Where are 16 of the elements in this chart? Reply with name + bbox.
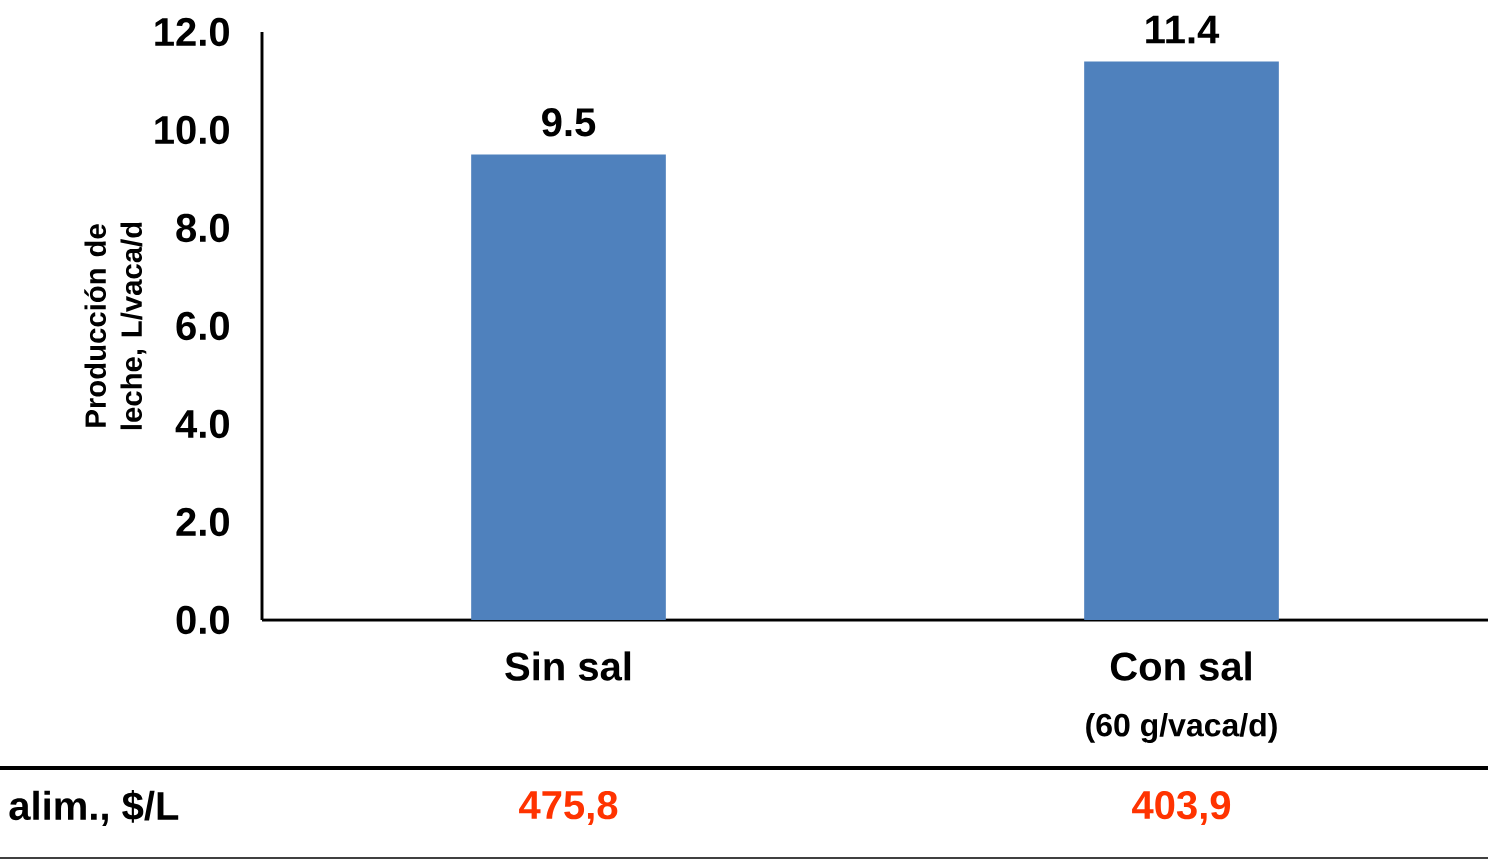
y-tick-label: 12.0 (155, 17, 229, 47)
y-axis-title: Producción de leche, L/vaca/d (84, 222, 147, 430)
y-tick-label: 4.0 (175, 409, 229, 439)
text: (60 g/vaca/d) (1086, 713, 1277, 743)
text: 403,9 (1132, 790, 1231, 826)
x-tick-label: Sin sal (505, 651, 631, 681)
y-tick-label: 10.0 (155, 115, 229, 145)
y-tick-label: 0.0 (176, 605, 229, 635)
y-tick-label: 6.0 (176, 311, 229, 341)
data-label: 9.5 (542, 108, 596, 137)
y-tick-label: 2.0 (176, 507, 229, 537)
x-tick-label: Con sal (1110, 651, 1251, 681)
text: 475,8 (519, 790, 618, 826)
y-tick-label: 8.0 (176, 213, 229, 243)
data-label: 11.4 (1146, 15, 1220, 44)
text: alim., $/L (9, 790, 179, 826)
